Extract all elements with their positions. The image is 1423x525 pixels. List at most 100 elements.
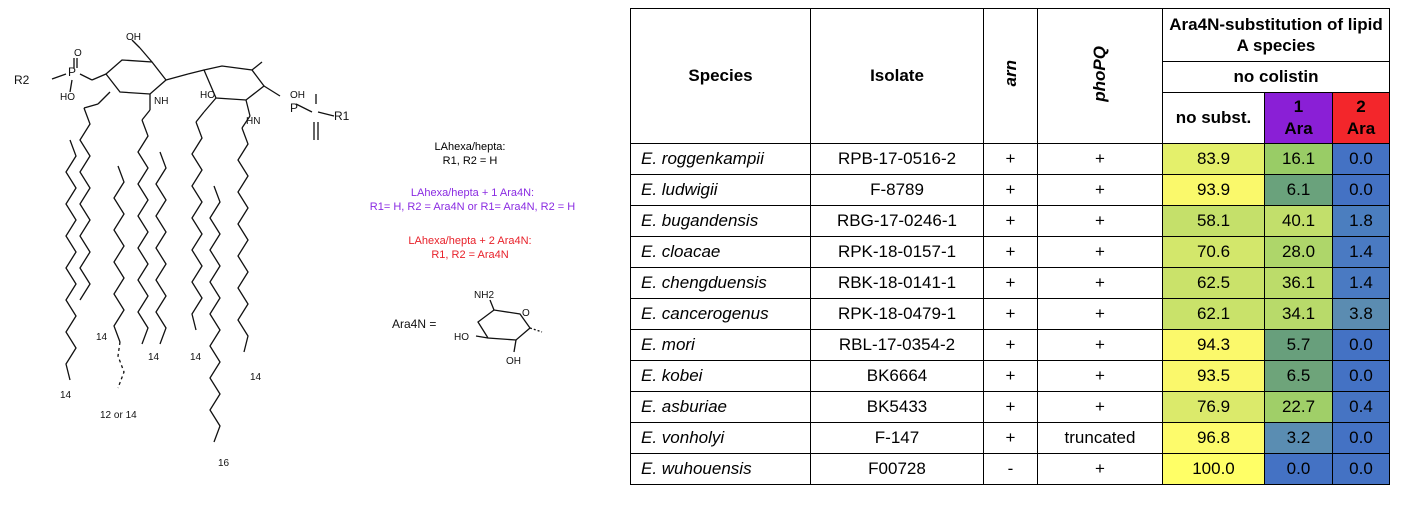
cell-phopq: + bbox=[1037, 360, 1163, 392]
cell-arn: - bbox=[983, 453, 1038, 485]
header-phopq-text: phoPQ bbox=[1090, 45, 1109, 102]
cell-species: E. chengduensis bbox=[630, 267, 811, 299]
header-condition: no colistin bbox=[1162, 61, 1390, 93]
legend-la-two-ara: LAhexa/hepta + 2 Ara4N: R1, R2 = Ara4N bbox=[395, 234, 545, 262]
ara4n-label: Ara4N = bbox=[392, 317, 436, 331]
cell-one-ara: 28.0 bbox=[1264, 236, 1333, 268]
cell-no-subst: 96.8 bbox=[1162, 422, 1265, 454]
cell-species: E. ludwigii bbox=[630, 174, 811, 206]
cell-two-ara: 0.0 bbox=[1332, 329, 1390, 361]
cell-isolate: F00728 bbox=[810, 453, 984, 485]
cell-phopq: + bbox=[1037, 391, 1163, 423]
header-one-ara-text: Ara bbox=[1284, 119, 1313, 138]
atom-p-right: P bbox=[290, 101, 298, 115]
table-row: E. wuhouensis F00728- +100.0 0.0 0.0 bbox=[630, 453, 1390, 485]
cell-no-subst: 58.1 bbox=[1162, 205, 1265, 237]
table-row: E. mori RBL-17-0354-2 + +94.3 5.7 0.0 bbox=[630, 329, 1390, 361]
cell-isolate: F-8789 bbox=[810, 174, 984, 206]
cell-isolate: BK5433 bbox=[810, 391, 984, 423]
cell-two-ara: 0.0 bbox=[1332, 453, 1390, 485]
cell-phopq: + bbox=[1037, 329, 1163, 361]
cell-arn: + bbox=[983, 236, 1038, 268]
atom-oh-top: OH bbox=[126, 32, 141, 43]
cell-arn: + bbox=[983, 205, 1038, 237]
chain-length-label: 14 bbox=[60, 390, 72, 401]
cell-isolate: RBL-17-0354-2 bbox=[810, 329, 984, 361]
chain-length-label: 14 bbox=[148, 352, 160, 363]
cell-isolate: RBG-17-0246-1 bbox=[810, 205, 984, 237]
cell-phopq: + bbox=[1037, 298, 1163, 330]
table-body: E. roggenkampii RPB-17-0516-2 + +83.9 16.1 0.… bbox=[630, 143, 1390, 485]
ara4n-oh: OH bbox=[506, 356, 521, 367]
legend-la-base: LAhexa/hepta: R1, R2 = H bbox=[400, 140, 540, 168]
ara4n-o: O bbox=[522, 308, 530, 319]
table-row: E. roggenkampii RPB-17-0516-2 + +83.9 16.1 0.… bbox=[630, 143, 1390, 175]
cell-two-ara: 0.0 bbox=[1332, 174, 1390, 206]
ara4n-ring-svg: Ara4N = NH2 HO OH O bbox=[392, 290, 543, 367]
header-phopq: phoPQ bbox=[1037, 8, 1163, 144]
cell-phopq: + bbox=[1037, 174, 1163, 206]
header-species: Species bbox=[630, 8, 811, 144]
cell-phopq: + bbox=[1037, 267, 1163, 299]
cell-phopq: + bbox=[1037, 453, 1163, 485]
cell-species: E. cloacae bbox=[630, 236, 811, 268]
cell-no-subst: 93.5 bbox=[1162, 360, 1265, 392]
table-row: E. bugandensis RBG-17-0246-1 + +58.1 40.1 1.8 bbox=[630, 205, 1390, 237]
cell-phopq: + bbox=[1037, 236, 1163, 268]
cell-one-ara: 3.2 bbox=[1264, 422, 1333, 454]
header-isolate: Isolate bbox=[810, 8, 984, 144]
header-no-subst: no subst. bbox=[1162, 92, 1265, 144]
atom-hn: HN bbox=[246, 116, 260, 127]
cell-two-ara: 0.0 bbox=[1332, 422, 1390, 454]
cell-arn: + bbox=[983, 329, 1038, 361]
cell-two-ara: 0.0 bbox=[1332, 143, 1390, 175]
cell-isolate: RBK-18-0141-1 bbox=[810, 267, 984, 299]
ara4n-substitution-table: Species Isolate arn phoPQ Ara4N-substitu… bbox=[630, 8, 1390, 485]
cell-isolate: BK6664 bbox=[810, 360, 984, 392]
legend-la-two-ara-line: R1, R2 = Ara4N bbox=[431, 249, 509, 261]
cell-species: E. cancerogenus bbox=[630, 298, 811, 330]
cell-isolate: RPK-18-0479-1 bbox=[810, 298, 984, 330]
header-arn: arn bbox=[983, 8, 1038, 144]
atom-r2: R2 bbox=[14, 73, 30, 87]
cell-two-ara: 1.4 bbox=[1332, 236, 1390, 268]
cell-species: E. vonholyi bbox=[630, 422, 811, 454]
chain-length-label: 14 bbox=[96, 332, 108, 343]
header-one-ara: 1 Ara bbox=[1264, 92, 1333, 144]
cell-two-ara: 1.8 bbox=[1332, 205, 1390, 237]
cell-two-ara: 0.4 bbox=[1332, 391, 1390, 423]
cell-phopq: truncated bbox=[1037, 422, 1163, 454]
table-row: E. cancerogenus RPK-18-0479-1 + +62.1 34.1 3.… bbox=[630, 298, 1390, 330]
cell-one-ara: 22.7 bbox=[1264, 391, 1333, 423]
atom-r1: R1 bbox=[334, 109, 350, 123]
table-row: E. kobei BK6664 + +93.5 6.5 0.0 bbox=[630, 360, 1390, 392]
chain-length-label: 12 or 14 bbox=[100, 410, 137, 421]
cell-one-ara: 34.1 bbox=[1264, 298, 1333, 330]
cell-no-subst: 94.3 bbox=[1162, 329, 1265, 361]
atom-oh-right: OH bbox=[290, 90, 305, 101]
cell-arn: + bbox=[983, 143, 1038, 175]
legend-la-two-ara-title: LAhexa/hepta + 2 Ara4N: bbox=[408, 235, 532, 247]
atom-p-left: P bbox=[68, 65, 76, 79]
cell-no-subst: 93.9 bbox=[1162, 174, 1265, 206]
cell-species: E. wuhouensis bbox=[630, 453, 811, 485]
header-one-ara-num: 1 bbox=[1293, 97, 1304, 116]
table-row: E. vonholyi F-147 + truncated 96.8 3.2 0.0 bbox=[630, 422, 1390, 454]
header-two-ara-num: 2 bbox=[1356, 97, 1366, 116]
cell-arn: + bbox=[983, 174, 1038, 206]
legend-la-one-ara: LAhexa/hepta + 1 Ara4N: R1= H, R2 = Ara4… bbox=[355, 186, 590, 214]
cell-one-ara: 5.7 bbox=[1264, 329, 1333, 361]
cell-one-ara: 6.1 bbox=[1264, 174, 1333, 206]
chain-length-label: 16 bbox=[218, 458, 230, 469]
header-arn-text: arn bbox=[1000, 60, 1020, 87]
atom-o-left: O bbox=[74, 48, 82, 59]
cell-arn: + bbox=[983, 298, 1038, 330]
cell-isolate: RPB-17-0516-2 bbox=[810, 143, 984, 175]
cell-no-subst: 62.5 bbox=[1162, 267, 1265, 299]
cell-one-ara: 16.1 bbox=[1264, 143, 1333, 175]
chain-length-label: 14 bbox=[250, 372, 262, 383]
cell-no-subst: 62.1 bbox=[1162, 298, 1265, 330]
ara4n-structure: Ara4N = NH2 HO OH O bbox=[390, 288, 560, 368]
atom-ho-right: HO bbox=[200, 90, 215, 101]
cell-species: E. mori bbox=[630, 329, 811, 361]
